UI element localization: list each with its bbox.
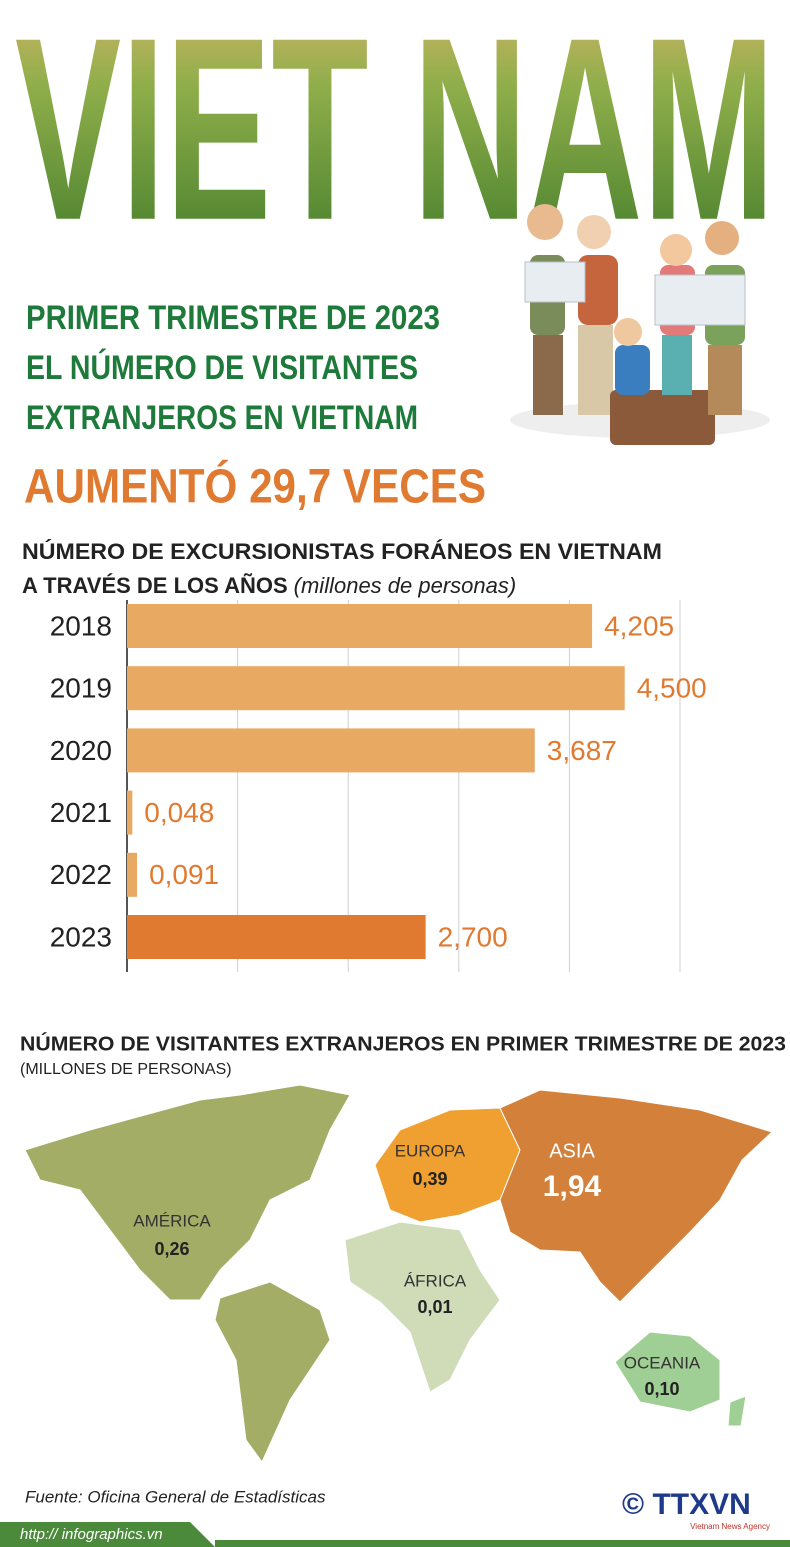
y-tick-label: 2018 xyxy=(50,610,112,641)
headline-line: EXTRANJEROS EN VIETNAM xyxy=(26,399,418,437)
value-label: 4,500 xyxy=(637,673,707,704)
chart-title-line: A TRAVÉS DE LOS AÑOS xyxy=(22,573,288,598)
region-name: ASIA xyxy=(549,1140,595,1162)
footer-band xyxy=(0,1522,215,1547)
bar xyxy=(127,790,133,835)
y-tick-label: 2023 xyxy=(50,921,112,952)
chart-subtitle: (millones de personas) xyxy=(294,573,517,598)
region-name: ÁFRICA xyxy=(404,1271,467,1290)
y-tick-label: 2020 xyxy=(50,735,112,766)
bar xyxy=(127,915,426,959)
travellers-illustration xyxy=(510,204,770,445)
headline-highlight: AUMENTÓ 29,7 VECES xyxy=(24,459,486,514)
region-value: 0,39 xyxy=(412,1169,447,1189)
map-region xyxy=(499,1089,773,1303)
y-tick-label: 2019 xyxy=(50,673,112,704)
bar xyxy=(127,728,535,773)
bar xyxy=(127,604,593,648)
headline-line: PRIMER TRIMESTRE DE 2023 xyxy=(26,299,440,337)
region-name: OCEANIA xyxy=(624,1353,701,1372)
url: http:// infographics.vn xyxy=(20,1526,163,1543)
logo: © TTXVN xyxy=(622,1488,751,1521)
value-label: 2,700 xyxy=(438,921,508,952)
bar xyxy=(127,852,138,897)
value-label: 0,048 xyxy=(144,797,214,828)
map-region xyxy=(344,1221,501,1393)
y-tick-label: 2022 xyxy=(50,859,112,890)
region-value: 1,94 xyxy=(543,1170,602,1203)
value-label: 4,205 xyxy=(604,610,674,641)
region-value: 0,26 xyxy=(154,1239,189,1259)
bar xyxy=(127,666,625,711)
headline-line: EL NÚMERO DE VISITANTES xyxy=(26,349,418,387)
agency: Vietnam News Agency xyxy=(690,1522,770,1531)
region-name: EUROPA xyxy=(395,1141,466,1160)
source: Fuente: Oficina General de Estadísticas xyxy=(25,1487,326,1506)
map-region xyxy=(24,1084,351,1463)
value-label: 0,091 xyxy=(149,859,219,890)
region-value: 0,10 xyxy=(644,1379,679,1399)
y-tick-label: 2021 xyxy=(50,797,112,828)
map-region xyxy=(374,1107,521,1223)
map-region xyxy=(614,1331,747,1427)
footer-band xyxy=(215,1540,790,1547)
region-name: AMÉRICA xyxy=(133,1211,211,1230)
region-value: 0,01 xyxy=(417,1297,452,1317)
chart-title: NÚMERO DE EXCURSIONISTAS FORÁNEOS EN VIE… xyxy=(22,539,662,564)
hero-title: VIET NAM xyxy=(15,0,775,275)
map-title: NÚMERO DE VISITANTES EXTRANJEROS EN PRIM… xyxy=(20,1031,786,1055)
chart-title: A TRAVÉS DE LOS AÑOS (millones de persona… xyxy=(22,573,516,598)
value-label: 3,687 xyxy=(547,735,617,766)
map-subtitle: (MILLONES DE PERSONAS) xyxy=(20,1061,232,1078)
